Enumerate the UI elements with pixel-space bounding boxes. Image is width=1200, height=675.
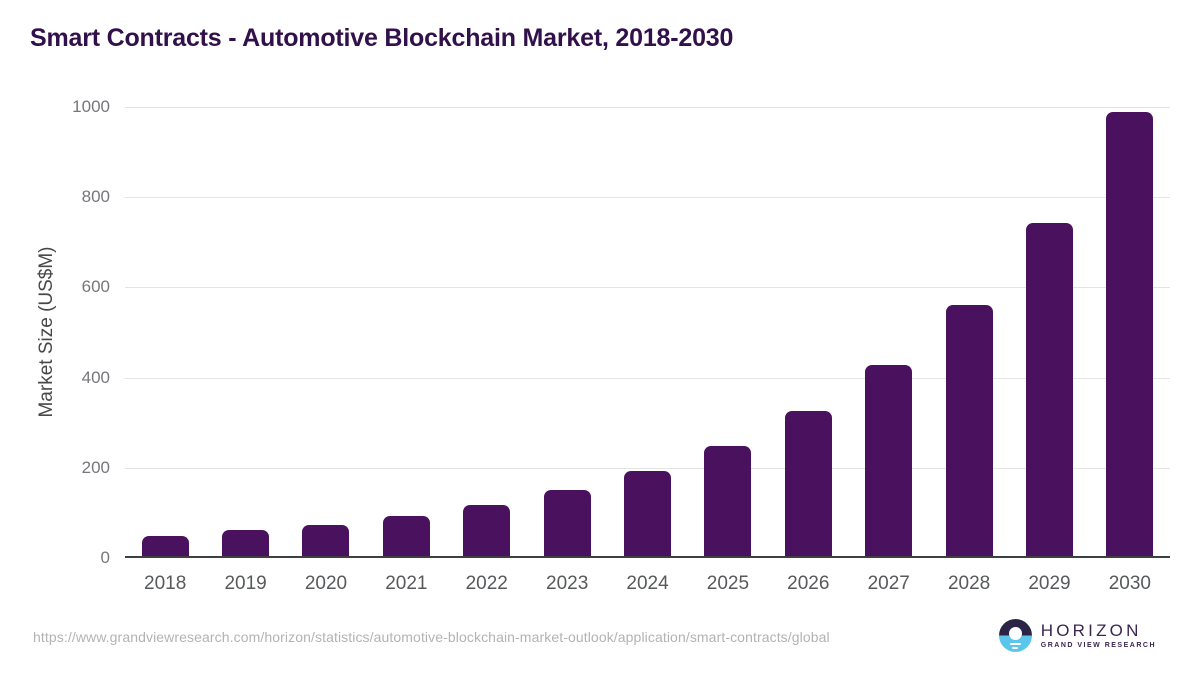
gridline-600	[125, 287, 1170, 289]
gridline-400	[125, 377, 1170, 379]
bar-slot-2030	[1090, 107, 1170, 556]
horizon-logo-icon	[998, 619, 1032, 652]
bar-slot-2022	[447, 107, 527, 556]
bar-2028[interactable]	[945, 305, 993, 556]
bar-2024[interactable]	[624, 470, 672, 556]
x-tick-label-2022: 2022	[465, 573, 508, 594]
x-tick-label-2030: 2030	[1108, 573, 1152, 594]
y-tick-label-600: 600	[81, 277, 110, 297]
bar-slot-2020	[286, 107, 366, 556]
plot-area	[125, 107, 1170, 558]
bar-2025[interactable]	[704, 446, 752, 556]
x-tick-label-2029: 2029	[1028, 573, 1071, 594]
bar-slot-2029	[1009, 107, 1089, 556]
x-tick-label-2021: 2021	[385, 573, 428, 594]
bar-slot-2019	[205, 107, 285, 556]
bar-2023[interactable]	[543, 489, 591, 556]
logo-sun-circle	[1008, 627, 1022, 640]
bar-slot-2026	[768, 107, 848, 556]
source-url: https://www.grandviewresearch.com/horizo…	[33, 629, 830, 645]
bars	[125, 107, 1170, 556]
bar-slot-2018	[125, 107, 205, 556]
bar-slot-2021	[366, 107, 446, 556]
logo-text-block: HORIZON GRAND VIEW RESEARCH	[1040, 621, 1156, 650]
x-tick-label-2024: 2024	[626, 573, 669, 594]
bar-slot-2024	[607, 107, 687, 556]
bar-slot-2028	[929, 107, 1009, 556]
y-tick-label-0: 0	[100, 548, 110, 567]
logo-reflection-dash	[1009, 642, 1021, 645]
bar-2019[interactable]	[222, 530, 270, 556]
bar-2026[interactable]	[784, 411, 832, 556]
bar-2030[interactable]	[1106, 111, 1154, 556]
y-tick-label-200: 200	[81, 457, 110, 477]
chart-title: Smart Contracts - Automotive Blockchain …	[30, 24, 734, 52]
bar-slot-2027	[849, 107, 929, 556]
bar-2018[interactable]	[141, 535, 189, 556]
bar-2022[interactable]	[463, 504, 511, 556]
x-tick-label-2025: 2025	[706, 573, 750, 594]
bar-2027[interactable]	[865, 365, 913, 556]
bar-slot-2023	[527, 107, 607, 556]
logo-brand-name: HORIZON	[1040, 621, 1142, 640]
y-tick-label-400: 400	[81, 367, 110, 387]
bar-2029[interactable]	[1025, 222, 1073, 556]
x-tick-label-2020: 2020	[304, 573, 348, 594]
gridline-200	[125, 467, 1170, 469]
x-tick-label-2019: 2019	[224, 573, 267, 594]
x-tick-label-2018: 2018	[144, 573, 187, 594]
bar-2021[interactable]	[382, 515, 430, 556]
x-axis-tick-labels: 2018 2019 2020 2021 2022 2023 2024 2025 2026 2027…	[125, 560, 1170, 595]
logo-tagline: GRAND VIEW RESEARCH	[1040, 642, 1156, 649]
bar-2020[interactable]	[302, 524, 350, 556]
gridline-1000	[125, 107, 1170, 108]
logo-reflection-dash-small	[1012, 647, 1019, 649]
y-axis-tick-labels: 0 200 400 600 800 1000	[30, 97, 110, 567]
x-tick-label-2027: 2027	[867, 573, 910, 594]
brand-logo[interactable]: HORIZON GRAND VIEW RESEARCH	[998, 619, 1156, 652]
x-tick-label-2028: 2028	[947, 573, 991, 594]
gridline-800	[125, 197, 1170, 199]
y-tick-label-1000: 1000	[72, 97, 110, 116]
x-tick-label-2026: 2026	[787, 573, 830, 594]
x-tick-label-2023: 2023	[546, 573, 589, 594]
bar-slot-2025	[688, 107, 768, 556]
y-tick-label-800: 800	[81, 187, 110, 207]
